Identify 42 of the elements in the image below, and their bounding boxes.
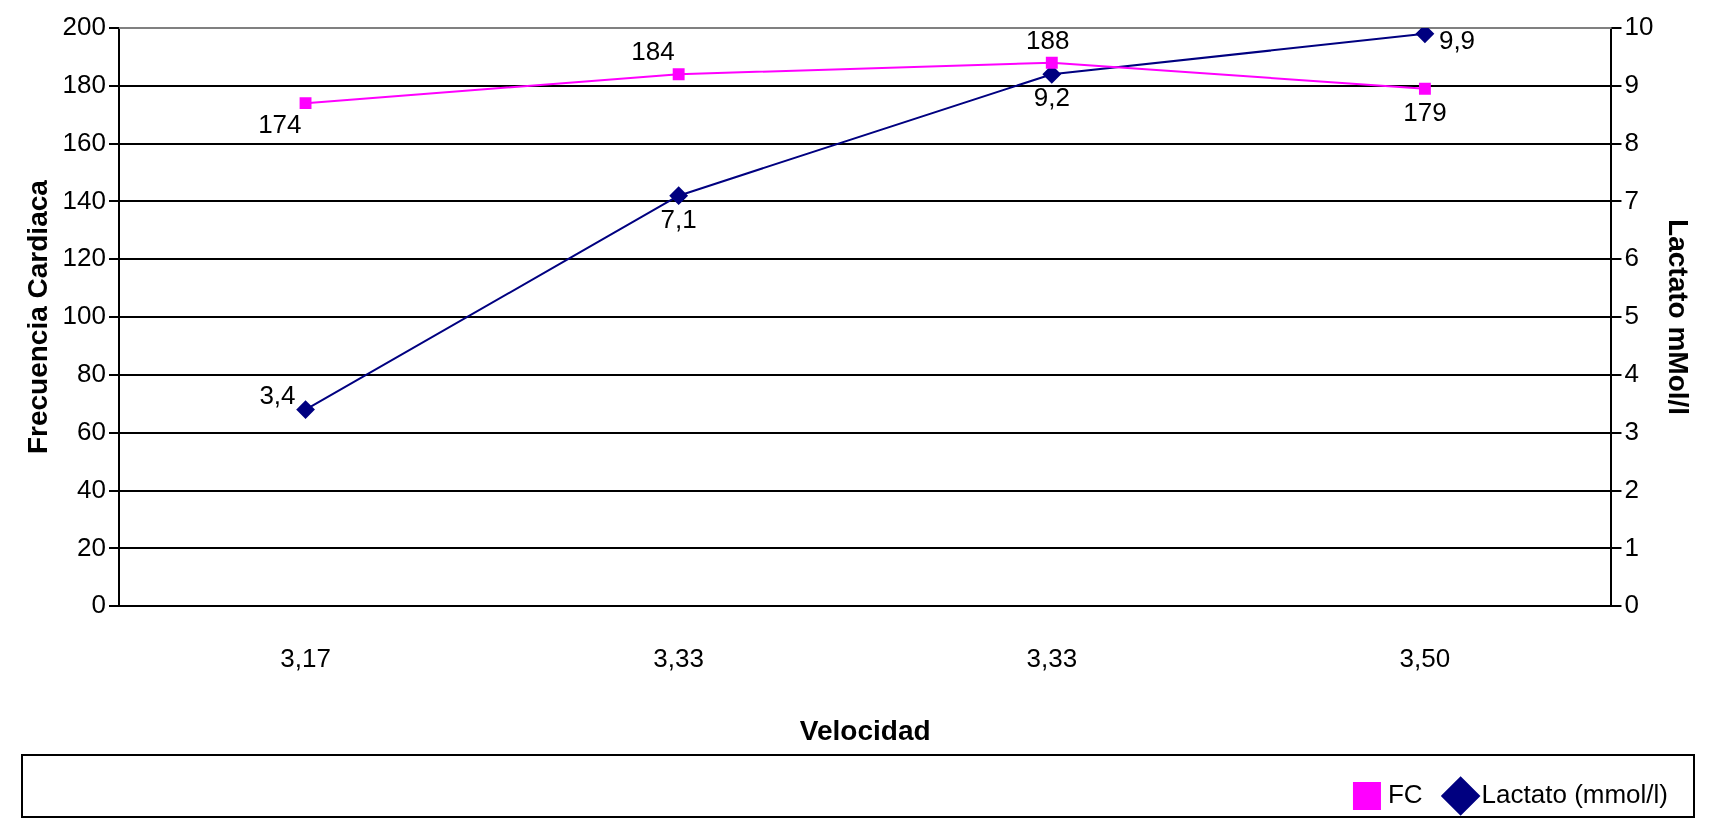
data-label: 184 xyxy=(631,36,675,67)
legend-label: FC xyxy=(1387,779,1423,810)
y2-axis-title: Lactato mMol/l xyxy=(1663,219,1695,416)
y2-tick-label: 2 xyxy=(1624,473,1639,504)
y2-tick-label: 3 xyxy=(1624,415,1639,446)
y2-tick-label: 9 xyxy=(1624,68,1639,99)
y-tick-label: 60 xyxy=(77,415,106,446)
x-axis-title: Velocidad xyxy=(799,714,931,746)
data-label: 3,4 xyxy=(259,379,296,410)
y2-tick-label: 0 xyxy=(1624,589,1639,620)
y-tick-label: 20 xyxy=(77,531,106,562)
y2-tick-label: 6 xyxy=(1624,242,1639,273)
point xyxy=(669,186,688,205)
y-tick-label: 80 xyxy=(77,358,106,389)
point xyxy=(1415,28,1434,43)
y2-tick-label: 10 xyxy=(1624,11,1654,42)
y-tick-label: 100 xyxy=(62,300,106,331)
y-tick-label: 200 xyxy=(62,11,106,42)
x-tick-label: 3,17 xyxy=(280,642,331,673)
y2-tick-label: 8 xyxy=(1624,126,1639,157)
y-tick-label: 40 xyxy=(77,473,106,504)
data-label: 7,1 xyxy=(660,203,697,234)
y2-tick-label: 4 xyxy=(1624,358,1639,389)
data-label: 9,9 xyxy=(1438,24,1476,55)
y-tick-label: 140 xyxy=(62,184,106,215)
x-tick-label: 3,50 xyxy=(1399,642,1451,673)
y2-tick-label: 7 xyxy=(1624,184,1639,215)
data-label: 188 xyxy=(1026,24,1070,55)
point xyxy=(296,400,315,419)
legend-label: Lactato (mmol/l) xyxy=(1481,779,1669,810)
y2-tick-label: 5 xyxy=(1624,300,1639,331)
y-tick-label: 0 xyxy=(91,589,106,620)
y-tick-label: 120 xyxy=(62,242,106,273)
y-axis-title: Frecuencia Cardiaca xyxy=(21,179,53,455)
x-tick-label: 3,33 xyxy=(1026,642,1078,673)
y2-tick-label: 1 xyxy=(1624,531,1639,562)
data-label: 179 xyxy=(1403,96,1447,127)
y-tick-label: 160 xyxy=(62,126,106,157)
y-tick-label: 180 xyxy=(62,68,106,99)
x-tick-label: 3,33 xyxy=(653,642,704,673)
data-label: 174 xyxy=(258,109,302,140)
data-label: 9,2 xyxy=(1033,82,1070,113)
